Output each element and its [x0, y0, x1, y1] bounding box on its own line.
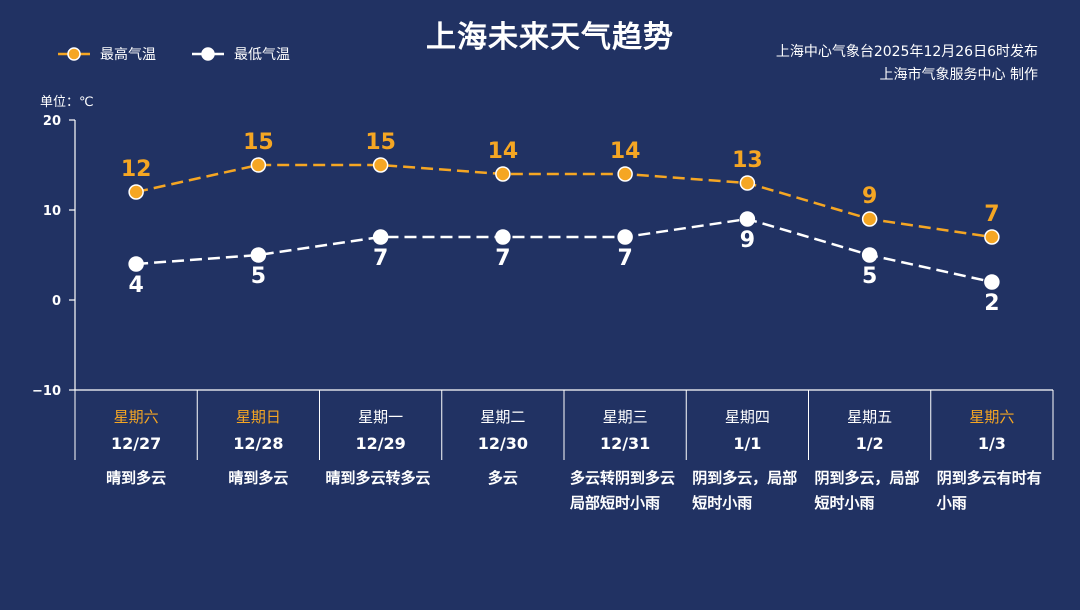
- day-date: 1/2: [855, 434, 884, 453]
- legend-high-label: 最高气温: [100, 47, 156, 63]
- day-weekday: 星期五: [847, 408, 893, 426]
- day-weather: 阴到多云，局部短时小雨: [692, 469, 798, 512]
- point-high: [495, 166, 511, 182]
- data-label-low: 4: [128, 273, 143, 298]
- day-date: 12/30: [477, 434, 529, 453]
- point-low: [617, 229, 633, 245]
- day-weather: 多云转阴到多云局部短时小雨: [570, 469, 676, 512]
- point-high: [372, 157, 389, 173]
- day-date: 12/28: [233, 434, 284, 453]
- day-date: 12/31: [599, 434, 651, 453]
- day-column: 星期六 12/27 晴到多云: [75, 390, 197, 491]
- day-date: 1/3: [977, 434, 1006, 453]
- source-line-1: 上海中心气象台2025年12月26日6时发布: [775, 44, 1038, 60]
- day-weather: 晴到多云: [228, 469, 289, 487]
- legend-low-marker: [192, 47, 224, 61]
- data-label-low: 7: [373, 246, 388, 271]
- data-label-high: 14: [488, 139, 519, 164]
- legend-high: 最高气温: [56, 44, 156, 64]
- data-label-high: 12: [121, 157, 152, 182]
- day-weather: 阴到多云，局部短时小雨: [814, 469, 920, 512]
- point-high: [617, 166, 633, 182]
- data-label-low: 9: [740, 228, 755, 253]
- chart-title: 上海未来天气趋势: [426, 20, 674, 55]
- day-date: 1/1: [733, 434, 762, 453]
- series-line-low: [136, 217, 993, 284]
- point-low: [372, 229, 389, 245]
- point-high: [739, 175, 756, 191]
- point-high: [128, 184, 144, 200]
- day-date: 12/27: [110, 434, 162, 453]
- day-column: 星期五 1/2 阴到多云，局部短时小雨: [809, 390, 931, 516]
- point-low: [861, 247, 878, 263]
- day-column: 星期二 12/30 多云: [442, 390, 564, 491]
- day-column: 星期一 12/29 晴到多云转多云: [320, 390, 442, 491]
- data-label-high: 14: [610, 139, 641, 164]
- day-column: 星期三 12/31 多云转阴到多云局部短时小雨: [564, 390, 686, 516]
- day-weather: 晴到多云转多云: [325, 469, 431, 487]
- point-high: [861, 211, 878, 227]
- day-weekday: 星期六: [113, 408, 159, 426]
- point-low: [495, 229, 511, 245]
- day-column: 星期四 1/1 阴到多云，局部短时小雨: [686, 390, 808, 516]
- y-tick-label: 0: [52, 294, 61, 309]
- unit-label: 单位：℃: [40, 95, 94, 110]
- day-weather: 阴到多云有时有小雨: [936, 469, 1042, 512]
- source-line-2: 上海市气象服务中心 制作: [879, 67, 1038, 83]
- data-label-high: 15: [365, 130, 396, 155]
- data-label-low: 7: [617, 246, 632, 271]
- day-weekday: 星期三: [602, 408, 648, 426]
- data-label-low: 5: [862, 264, 877, 289]
- legend-low-label: 最低气温: [234, 47, 290, 63]
- point-low: [250, 247, 267, 263]
- series-line-high: [135, 163, 993, 239]
- day-weekday: 星期四: [724, 408, 770, 426]
- y-tick-label: 10: [43, 204, 61, 219]
- day-weather: 晴到多云: [106, 469, 167, 487]
- y-tick-label: 20: [43, 114, 61, 129]
- point-high: [984, 229, 1000, 245]
- day-weekday: 星期二: [480, 408, 526, 426]
- point-high: [250, 157, 267, 173]
- day-date: 12/29: [355, 434, 406, 453]
- legend-low: 最低气温: [190, 44, 290, 64]
- data-label-high: 9: [862, 184, 877, 209]
- day-column: 星期六 1/3 阴到多云有时有小雨: [931, 390, 1053, 516]
- day-column: 星期日 12/28 晴到多云: [197, 390, 319, 491]
- day-weekday: 星期六: [969, 408, 1015, 426]
- day-weekday: 星期一: [358, 408, 404, 426]
- legend-high-marker: [58, 47, 90, 61]
- data-label-low: 7: [495, 246, 510, 271]
- data-label-high: 15: [243, 130, 274, 155]
- data-label-high: 13: [732, 148, 763, 173]
- point-low: [984, 274, 1000, 290]
- day-weather: 多云: [487, 469, 518, 487]
- day-weekday: 星期日: [235, 408, 281, 426]
- y-tick-label: −10: [32, 384, 61, 399]
- data-label-high: 7: [984, 202, 999, 227]
- point-low: [739, 211, 756, 227]
- point-low: [128, 256, 144, 272]
- data-label-low: 2: [984, 291, 999, 316]
- data-label-low: 5: [251, 264, 266, 289]
